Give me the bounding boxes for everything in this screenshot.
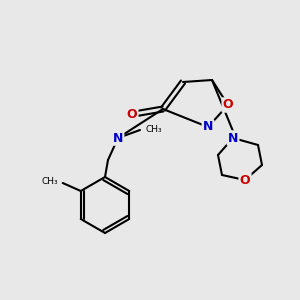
Text: N: N: [228, 131, 238, 145]
Text: N: N: [113, 131, 123, 145]
Text: O: O: [223, 98, 233, 112]
Text: CH₃: CH₃: [41, 178, 58, 187]
Text: O: O: [240, 173, 250, 187]
Text: N: N: [203, 121, 213, 134]
Text: CH₃: CH₃: [146, 124, 163, 134]
Text: O: O: [127, 109, 137, 122]
